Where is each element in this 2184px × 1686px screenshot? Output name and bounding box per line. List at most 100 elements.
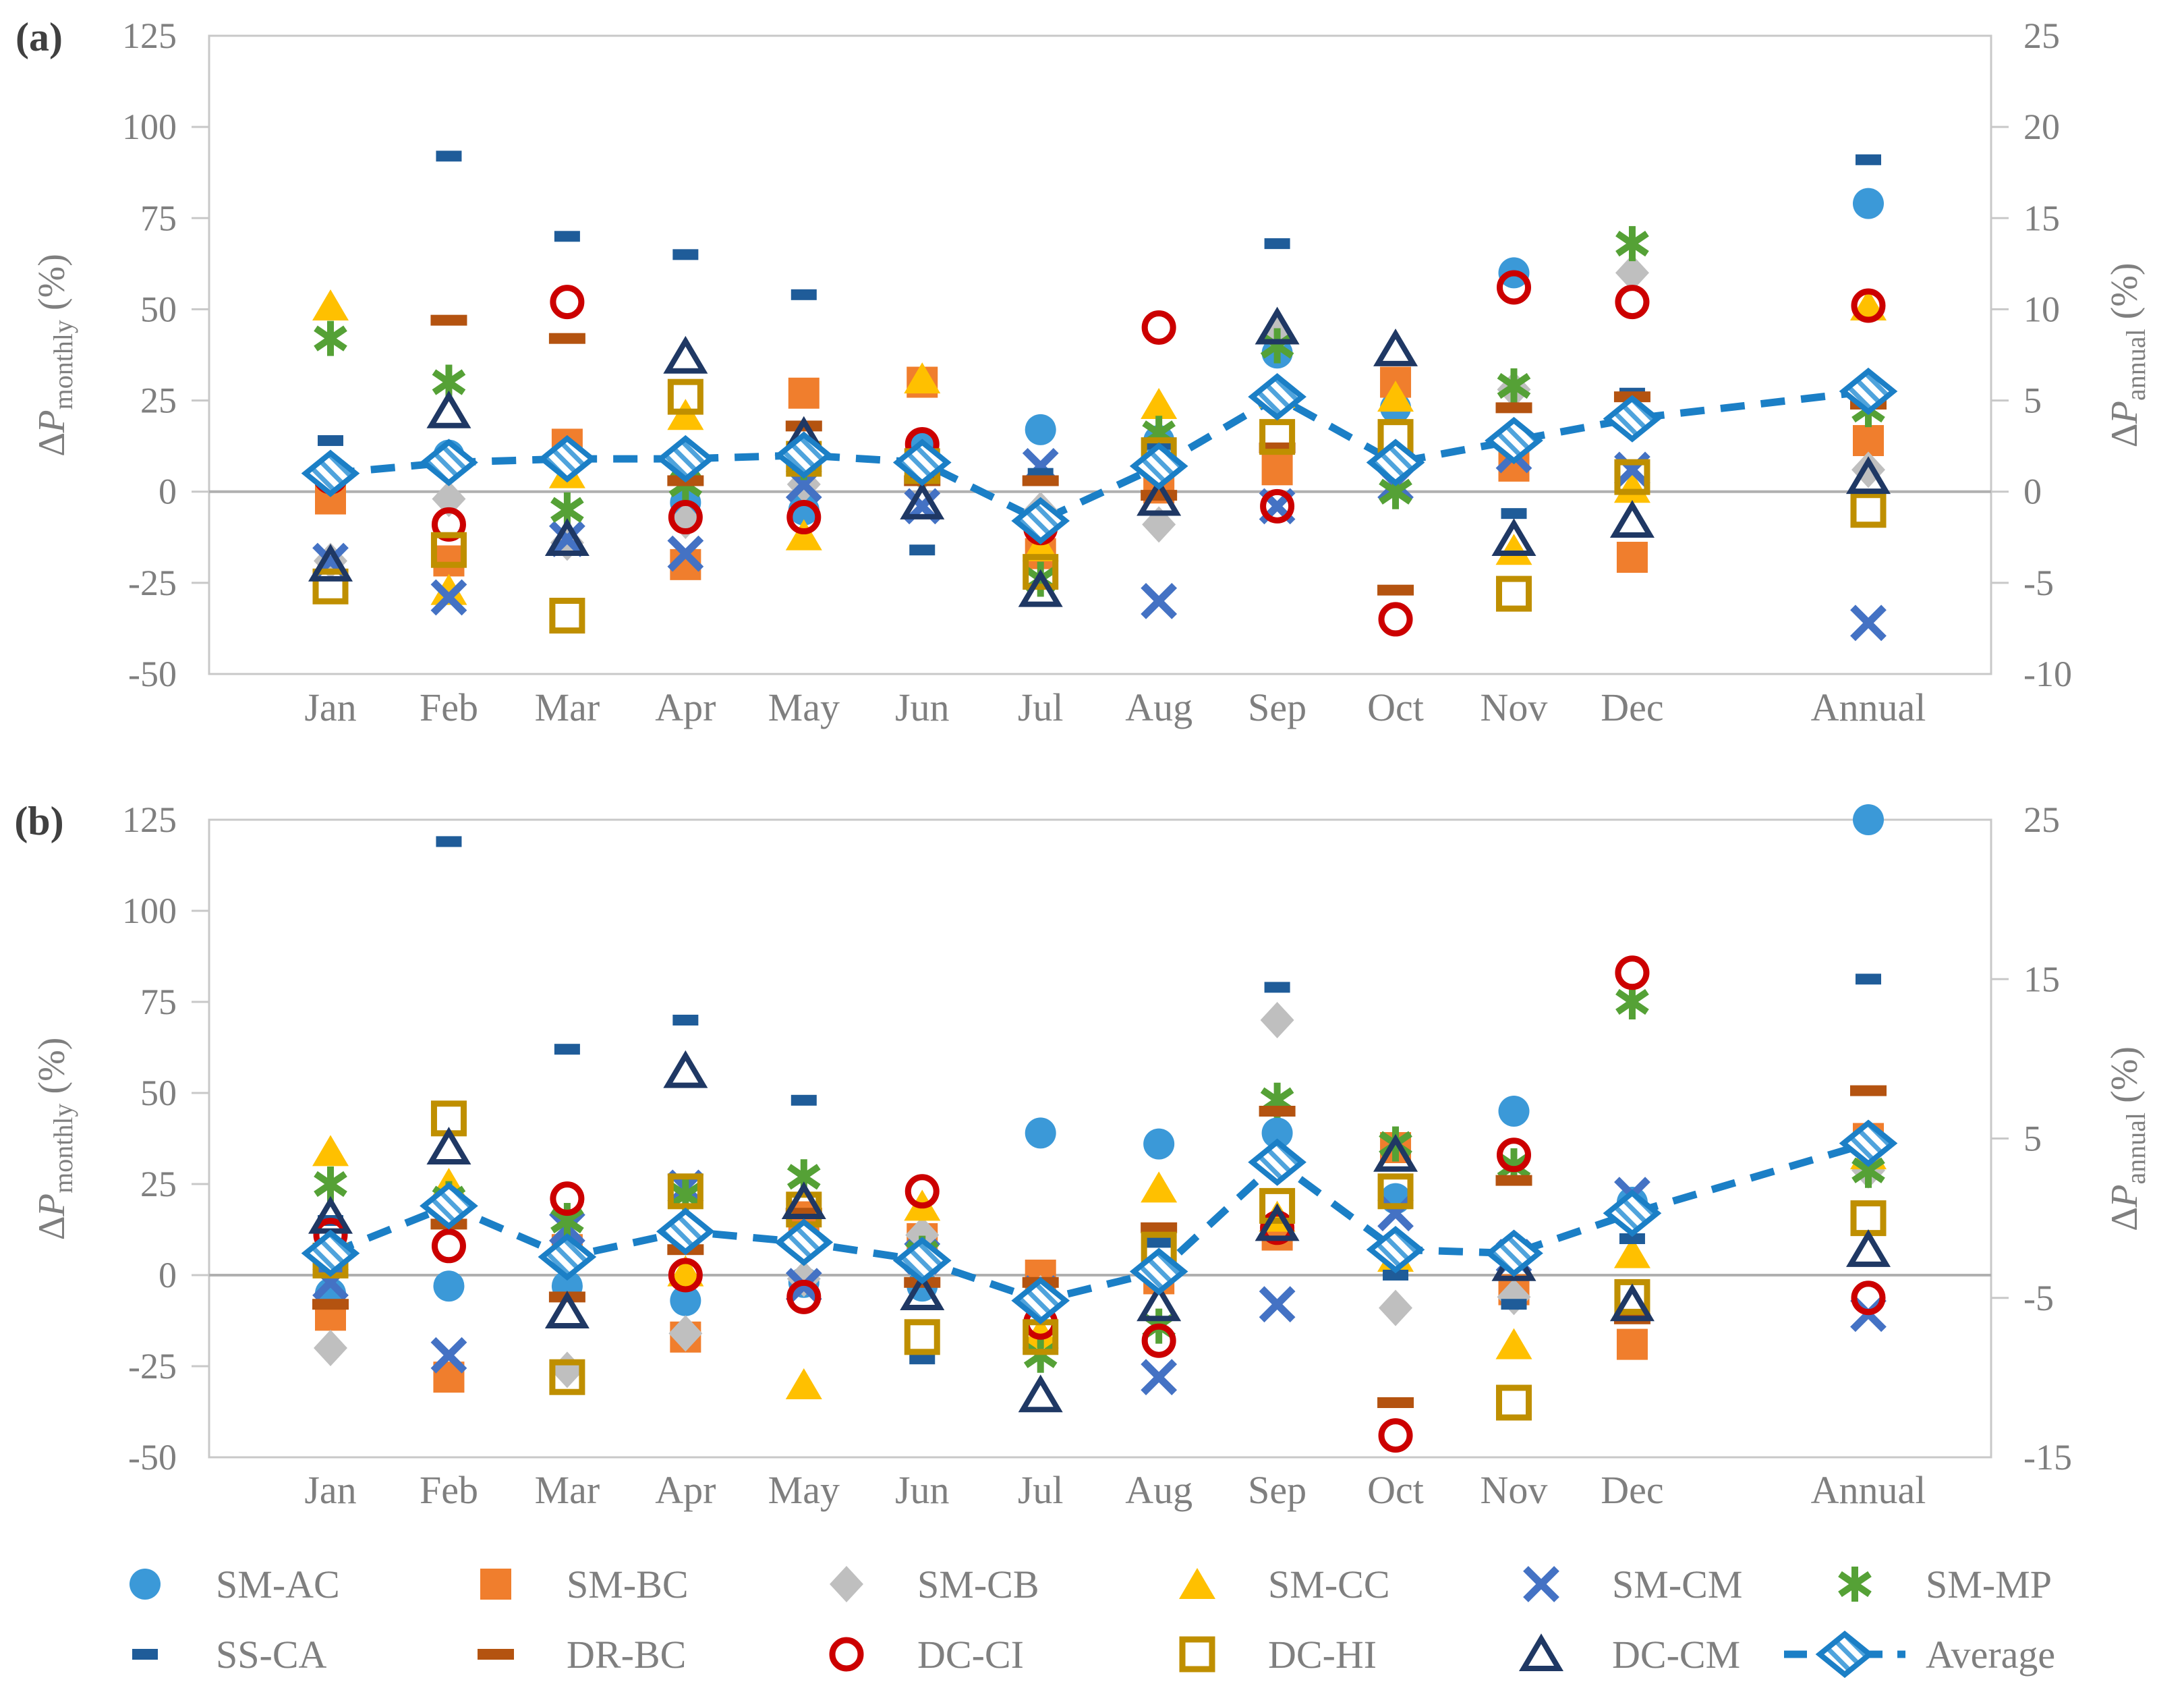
tick-label-left-b-100: 100: [122, 891, 177, 931]
point-a-SM-CC-Dec: [1613, 472, 1650, 503]
point-b-SM-CB-Apr: [668, 1315, 703, 1352]
tick-label-right-b--5: -5: [2023, 1278, 2054, 1318]
point-b-DC-CI-Mar: [550, 1181, 585, 1216]
point-b-SM-AC-Aug: [1143, 1128, 1175, 1160]
point-b-Average-Apr: [656, 1208, 715, 1256]
point-a-DC-HI-Nov: [1496, 575, 1532, 612]
plot-border-b: [208, 818, 1992, 1459]
tick-label-left-a-75: 75: [140, 198, 177, 238]
tick-label-right-b-5: 5: [2023, 1119, 2042, 1159]
category-label-b-Jul: Jul: [1018, 1468, 1064, 1512]
point-a-SS-CA-Feb: [436, 150, 462, 162]
point-b-SS-CA-Annual: [1856, 974, 1881, 985]
tick-label-left-b-75: 75: [140, 982, 177, 1022]
point-a-SM-AC-Jul: [1025, 414, 1056, 445]
point-a-DC-CI-Apr: [668, 500, 703, 535]
point-b-DR-BC-Sep: [1259, 1106, 1296, 1117]
point-a-Average-Jul: [1011, 497, 1070, 545]
point-b-SM-AC-Jul: [1025, 1117, 1056, 1149]
category-label-b-Jan: Jan: [304, 1468, 356, 1512]
point-a-SM-BC-Feb: [433, 545, 465, 577]
point-b-Average-Annual: [1839, 1119, 1898, 1167]
point-b-SM-CM-May: [785, 1268, 822, 1305]
point-a-Average-Nov: [1485, 416, 1543, 465]
y-left-axis-title-a: ∆Pmonthly (%): [31, 254, 78, 456]
point-b-SS-CA-Sep: [1264, 982, 1290, 993]
point-a-DC-HI-Mar: [549, 598, 585, 634]
point-b-Average-Aug: [1129, 1247, 1188, 1295]
point-a-DC-HI-Annual: [1850, 492, 1887, 528]
point-a-Average-Jun: [892, 439, 952, 486]
point-b-SM-CB-Oct: [1379, 1289, 1413, 1326]
point-b-SM-CB-Jan: [314, 1330, 347, 1366]
legend-marker-Average: [1815, 1630, 1874, 1679]
legend-marker-SM-AC: [130, 1569, 161, 1600]
point-a-DC-CM-Sep: [1255, 306, 1300, 345]
point-b-DC-CM-May: [781, 1181, 826, 1219]
tick-label-left-b-125: 125: [122, 799, 177, 840]
point-b-Average-Oct: [1366, 1226, 1425, 1274]
point-b-Average-Jan: [301, 1229, 360, 1277]
point-b-DC-CM-Oct: [1373, 1133, 1418, 1172]
category-label-a-Aug: Aug: [1125, 685, 1192, 729]
category-label-a-Dec: Dec: [1601, 685, 1663, 729]
point-a-DC-CI-Sep: [1260, 488, 1295, 524]
tick-label-right-a--10: -10: [2023, 654, 2072, 694]
point-b-SM-MP-Jul: [1023, 1337, 1058, 1373]
category-label-a-May: May: [768, 685, 840, 729]
category-label-a-Nov: Nov: [1481, 685, 1548, 729]
point-a-DC-HI-Jan: [312, 568, 349, 605]
point-a-DR-BC-Nov: [1495, 402, 1532, 414]
legend-marker-DC-CI: [829, 1637, 864, 1672]
point-b-DR-BC-Aug: [1141, 1222, 1178, 1233]
point-b-SM-AC-Nov: [1498, 1096, 1530, 1127]
point-a-Average-Feb: [420, 439, 478, 486]
y-left-axis-title-b: ∆Pmonthly (%): [31, 1038, 78, 1240]
point-a-DC-CI-Feb: [431, 507, 466, 542]
legend-marker-SM-BC: [480, 1569, 511, 1600]
point-a-SM-MP-Dec: [1615, 226, 1649, 262]
point-b-DC-HI-Oct: [1377, 1173, 1414, 1210]
legend-label-SM-CC: SM-CC: [1268, 1563, 1390, 1606]
legend-marker-SS-CA: [132, 1649, 158, 1660]
y-right-axis-title-b: ∆Pannual (%): [2104, 1046, 2151, 1231]
point-b-DC-HI-Sep: [1259, 1187, 1296, 1224]
legend-marker-SM-CC: [1179, 1568, 1215, 1599]
point-b-SS-CA-Dec: [1619, 1233, 1645, 1244]
point-a-DR-BC-Feb: [430, 314, 467, 326]
legend-marker-SM-CB: [830, 1566, 863, 1602]
point-a-DC-HI-Dec: [1614, 459, 1650, 495]
point-a-DC-CM-Mar: [544, 518, 590, 556]
point-a-DR-BC-Jul: [1022, 475, 1059, 486]
point-a-Average-Mar: [538, 434, 597, 483]
legend-label-SM-CM: SM-CM: [1612, 1563, 1742, 1606]
tick-label-right-a-25: 25: [2023, 16, 2060, 56]
tick-label-left-a-125: 125: [122, 16, 177, 56]
point-b-Average-Dec: [1603, 1189, 1662, 1237]
point-a-SM-MP-Jan: [314, 320, 347, 356]
point-b-DR-BC-Oct: [1377, 1397, 1414, 1408]
point-b-SM-CM-Jan: [312, 1264, 349, 1301]
point-a-DC-CM-Feb: [426, 390, 471, 428]
point-a-SM-CM-Annual: [1850, 605, 1887, 642]
tick-label-right-a--5: -5: [2023, 563, 2054, 603]
tick-label-right-b-15: 15: [2023, 959, 2060, 999]
point-a-DC-HI-Feb: [430, 532, 467, 568]
tick-label-left-b-50: 50: [140, 1073, 177, 1113]
point-b-DC-HI-Annual: [1850, 1200, 1887, 1237]
point-b-SS-CA-Oct: [1383, 1270, 1409, 1281]
point-a-DC-CM-Nov: [1491, 518, 1536, 556]
legend-label-DC-CI: DC-CI: [917, 1633, 1024, 1677]
point-a-Average-Annual: [1839, 367, 1898, 416]
point-b-Average-Nov: [1485, 1229, 1543, 1277]
category-label-b-Nov: Nov: [1481, 1468, 1548, 1512]
category-label-a-Sep: Sep: [1248, 685, 1306, 729]
point-b-DC-CM-Feb: [426, 1127, 471, 1164]
point-a-SM-CC-Oct: [1377, 381, 1414, 412]
point-b-DC-CI-May: [786, 1279, 822, 1314]
point-b-DC-CM-Annual: [1845, 1229, 1891, 1267]
tick-label-right-a-0: 0: [2023, 472, 2042, 512]
point-a-Average-Aug: [1129, 442, 1188, 490]
